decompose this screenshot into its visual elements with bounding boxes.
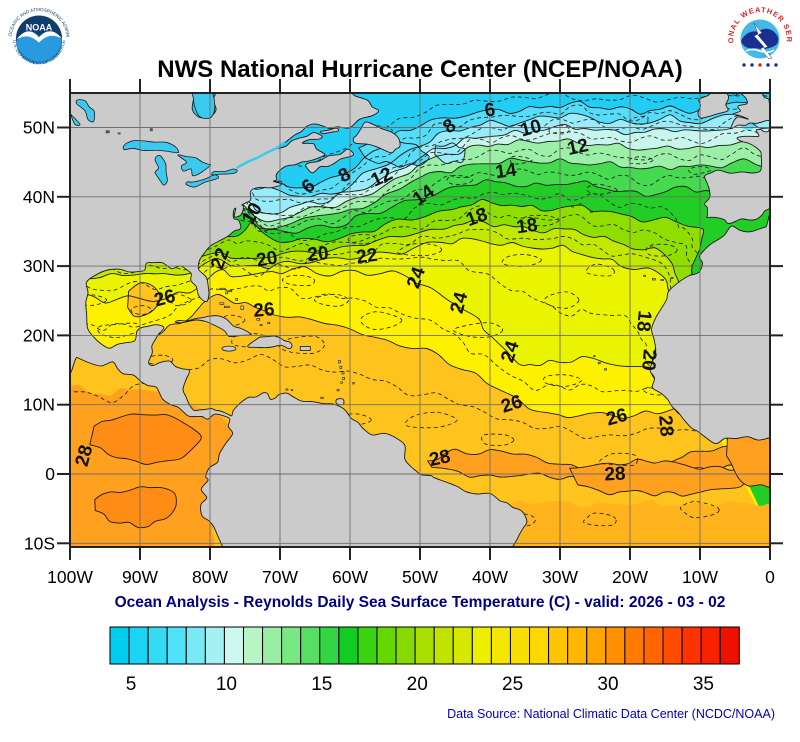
svg-text:50N: 50N bbox=[23, 118, 55, 138]
svg-text:100W: 100W bbox=[47, 567, 93, 587]
svg-text:20: 20 bbox=[407, 674, 428, 695]
svg-text:28: 28 bbox=[427, 446, 452, 471]
svg-text:90W: 90W bbox=[122, 567, 158, 587]
svg-text:30N: 30N bbox=[23, 256, 55, 276]
svg-text:20: 20 bbox=[637, 349, 660, 372]
svg-text:28: 28 bbox=[604, 463, 626, 485]
svg-text:25: 25 bbox=[502, 674, 523, 695]
svg-text:20W: 20W bbox=[612, 567, 648, 587]
svg-text:0: 0 bbox=[45, 464, 55, 484]
svg-text:50W: 50W bbox=[402, 567, 438, 587]
svg-text:40W: 40W bbox=[472, 567, 508, 587]
svg-text:18: 18 bbox=[515, 215, 539, 239]
svg-text:NWS National Hurricane Center: NWS National Hurricane Center (NCEP/NOAA… bbox=[157, 56, 682, 83]
svg-text:NOAA: NOAA bbox=[26, 23, 53, 33]
svg-text:12: 12 bbox=[565, 135, 590, 160]
svg-text:10W: 10W bbox=[682, 567, 718, 587]
svg-text:30: 30 bbox=[597, 674, 618, 695]
svg-text:28: 28 bbox=[654, 415, 677, 438]
svg-text:30W: 30W bbox=[542, 567, 578, 587]
svg-text:60W: 60W bbox=[332, 567, 368, 587]
svg-text:20: 20 bbox=[255, 247, 279, 271]
svg-text:0: 0 bbox=[765, 567, 775, 587]
svg-text:20: 20 bbox=[307, 243, 330, 266]
svg-text:10N: 10N bbox=[23, 395, 55, 415]
svg-text:80W: 80W bbox=[192, 567, 228, 587]
svg-text:Data Source: National Climatic: Data Source: National Climatic Data Cent… bbox=[447, 707, 775, 721]
svg-text:20N: 20N bbox=[23, 325, 55, 345]
svg-text:35: 35 bbox=[693, 674, 714, 695]
svg-text:15: 15 bbox=[311, 674, 332, 695]
svg-text:22: 22 bbox=[355, 245, 379, 269]
svg-text:70W: 70W bbox=[262, 567, 298, 587]
svg-text:26: 26 bbox=[253, 299, 276, 322]
svg-text:10S: 10S bbox=[24, 533, 55, 553]
svg-text:10: 10 bbox=[216, 674, 237, 695]
svg-text:18: 18 bbox=[632, 310, 655, 333]
svg-text:Ocean Analysis - Reynolds Dail: Ocean Analysis - Reynolds Daily Sea Surf… bbox=[115, 594, 726, 611]
svg-text:14: 14 bbox=[494, 160, 518, 184]
svg-text:6: 6 bbox=[483, 99, 496, 121]
svg-text:5: 5 bbox=[126, 674, 137, 695]
svg-text:40N: 40N bbox=[23, 187, 55, 207]
